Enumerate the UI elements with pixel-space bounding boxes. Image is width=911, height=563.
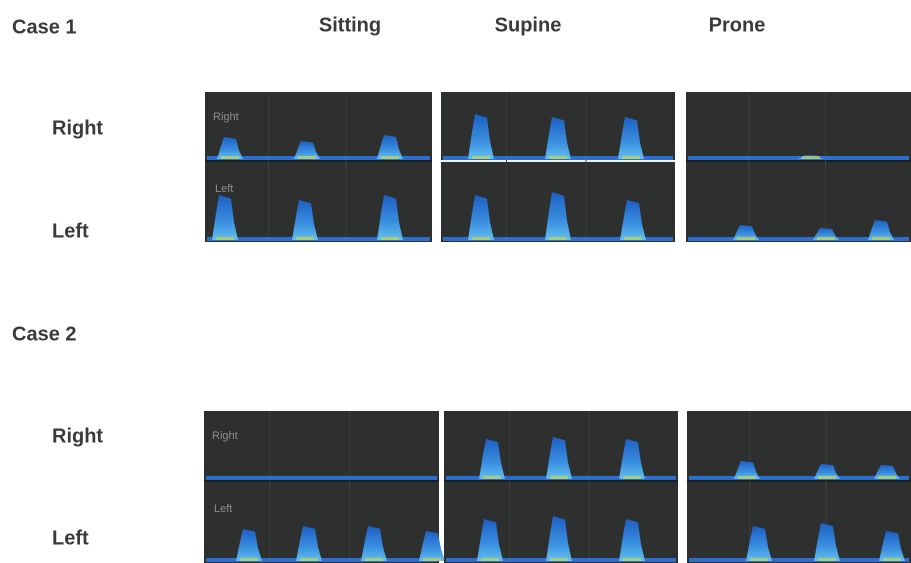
flow-peak [546,436,572,479]
column-header: Sitting [319,14,381,36]
flow-base [216,237,234,240]
baseline [688,156,909,160]
flow-base [472,156,490,159]
flow-base [365,558,383,561]
flow-peak [734,460,760,479]
flow-base [550,475,568,479]
panel [687,411,911,563]
row-label: Right [52,425,103,447]
case-title: Case 2 [12,323,77,345]
flow-base [818,475,836,479]
panel [686,92,911,242]
flow-peak [620,200,646,240]
flow-peak [377,195,403,240]
flow-peak [479,438,505,479]
flow-peak [545,117,571,159]
flow-base [240,558,258,561]
flow-peak [874,464,900,479]
flow-peak [545,192,571,240]
flow-base [381,237,399,240]
panel-label: Left [214,503,232,515]
flow-peak [879,531,905,561]
flow-base [817,237,835,240]
flow-base [883,558,901,561]
flow-base [423,558,441,561]
flow-base [750,558,768,561]
baseline [207,237,430,241]
flow-base [624,237,642,240]
flow-base [298,156,316,159]
flow-base [802,156,820,159]
flow-peak [236,529,262,561]
baseline [689,475,909,480]
flow-base [872,237,890,240]
flow-peak [814,463,840,479]
flow-base [296,237,314,240]
flow-peak [746,526,772,561]
flow-peak [733,225,759,240]
flow-base [622,156,640,159]
panel-label: Left [215,183,233,195]
flow-peak [361,526,387,561]
flow-peak [292,200,318,240]
flow-peak [477,519,503,561]
flow-peak [217,137,243,159]
row-label: Left [52,527,89,549]
flow-base [737,237,755,240]
baseline [206,475,437,480]
flow-peak [468,114,494,159]
case-title: Case 1 [12,16,77,38]
flow-peak [294,141,320,159]
flow-base [623,558,641,561]
flow-peak [296,526,322,561]
panel [204,411,439,563]
flow-base [300,558,318,561]
column-header: Supine [495,14,562,36]
flow-peak [619,438,645,479]
flow-peak [419,531,445,561]
flow-base [221,156,239,159]
spectrogram-panels: Right Left Right Left [204,92,911,563]
flow-base [481,558,499,561]
baseline [688,237,909,241]
flow-base [549,237,567,240]
flow-base [549,156,567,159]
flow-base [878,475,896,479]
flow-peak [468,195,494,240]
flow-peak [814,523,840,561]
baseline [689,558,909,562]
flow-base [623,475,641,479]
flow-base [472,237,490,240]
panel-label: Right [213,111,239,123]
flow-peak [619,519,645,561]
flow-peak [618,117,644,159]
flow-base [738,475,756,479]
panel-label: Right [212,430,238,442]
flow-peak [377,135,403,159]
flow-base [550,558,568,561]
flow-peak [546,516,572,561]
flow-base [818,558,836,561]
flow-peak [212,195,238,240]
row-label: Left [52,220,89,242]
row-label: Right [52,117,103,139]
flow-base [381,156,399,159]
flow-base [483,475,501,479]
column-header: Prone [709,14,766,36]
flow-peak [868,220,894,240]
